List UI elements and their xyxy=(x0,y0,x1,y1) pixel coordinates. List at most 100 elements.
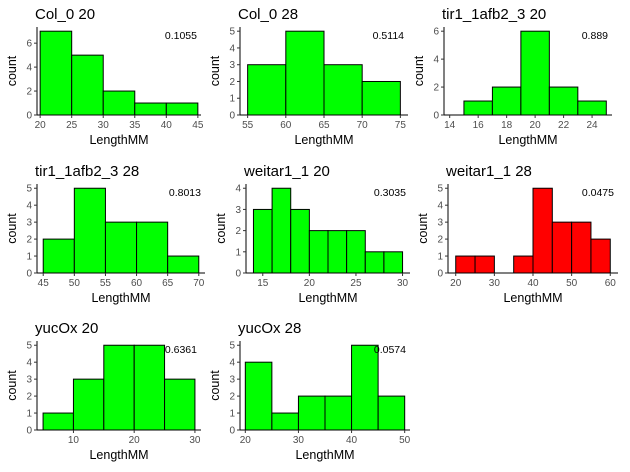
y-tick-label: 2 xyxy=(229,392,235,403)
x-tick-label: 60 xyxy=(605,278,617,289)
histogram-bar xyxy=(491,86,522,116)
histogram-bar xyxy=(133,344,166,431)
x-tick-label: 40 xyxy=(527,278,539,289)
x-tick-label: 20 xyxy=(35,120,47,131)
y-tick-label: 2 xyxy=(26,392,32,403)
y-tick-label: 0 xyxy=(26,269,32,280)
x-tick-label: 25 xyxy=(66,120,78,131)
histogram-bar xyxy=(290,208,310,274)
histogram-bar xyxy=(297,395,326,431)
x-tick-label: 10 xyxy=(68,435,80,446)
x-tick-label: 30 xyxy=(189,435,201,446)
histogram-bar xyxy=(42,238,75,274)
panel-title: tir1_1afb2_3 20 xyxy=(442,6,546,23)
panel-title: yucOx 28 xyxy=(238,320,301,337)
x-tick-label: 70 xyxy=(193,278,205,289)
x-tick-label: 20 xyxy=(450,278,462,289)
y-tick-label: 3 xyxy=(235,205,241,216)
histogram-bar xyxy=(590,238,611,274)
histogram-bar xyxy=(327,230,348,274)
y-tick-label: 2 xyxy=(26,235,32,246)
stat-annotation: 0.8013 xyxy=(169,187,201,199)
y-tick-label: 4 xyxy=(229,358,235,369)
x-tick-label: 30 xyxy=(293,435,305,446)
histogram-bar xyxy=(285,30,325,116)
x-axis-label: LengthMM xyxy=(298,291,357,305)
histogram-bar xyxy=(577,100,607,116)
stat-annotation: 0.0475 xyxy=(582,187,614,199)
y-tick-label: 1 xyxy=(26,409,32,420)
histogram-bar xyxy=(134,102,167,116)
histogram-bar xyxy=(136,221,169,274)
x-tick-label: 45 xyxy=(192,120,204,131)
y-tick-label: 1 xyxy=(235,247,241,258)
x-tick-label: 60 xyxy=(131,278,143,289)
histogram-bar xyxy=(71,54,104,116)
panel-title: tir1_1afb2_3 28 xyxy=(35,163,139,180)
x-tick-label: 55 xyxy=(100,278,112,289)
x-tick-label: 18 xyxy=(501,120,513,131)
stat-annotation: 0.5114 xyxy=(373,30,404,42)
x-tick-label: 30 xyxy=(489,278,501,289)
y-tick-label: 2 xyxy=(229,77,235,88)
histogram-bar xyxy=(551,221,573,274)
x-axis-label: LengthMM xyxy=(91,291,150,305)
y-axis-label: count xyxy=(208,370,222,401)
y-tick-label: 3 xyxy=(229,375,235,386)
y-tick-label: 0 xyxy=(433,111,439,122)
histogram-bar xyxy=(164,378,196,431)
x-tick-label: 40 xyxy=(161,120,173,131)
histogram-bar xyxy=(104,221,138,274)
panel-title: weitar1_1 28 xyxy=(445,163,532,180)
y-tick-label: 2 xyxy=(235,226,241,237)
y-tick-label: 3 xyxy=(26,218,32,229)
x-axis-label: LengthMM xyxy=(498,133,557,147)
x-tick-label: 65 xyxy=(162,278,174,289)
y-tick-label: 6 xyxy=(26,39,32,50)
histogram-bar xyxy=(520,30,550,116)
histogram-bar xyxy=(513,255,534,274)
y-tick-label: 5 xyxy=(26,184,32,195)
x-tick-label: 30 xyxy=(397,278,409,289)
y-tick-label: 4 xyxy=(229,43,235,54)
y-tick-label: 4 xyxy=(235,184,241,195)
stat-annotation: 0.3035 xyxy=(374,187,406,199)
x-axis-label: LengthMM xyxy=(294,133,353,147)
y-axis-label: count xyxy=(412,55,426,86)
histogram-bar xyxy=(271,187,292,274)
histogram-bar xyxy=(323,64,363,116)
histogram-bar xyxy=(346,230,366,274)
x-tick-label: 50 xyxy=(566,278,578,289)
histogram-bar xyxy=(351,344,379,431)
x-tick-label: 55 xyxy=(242,120,254,131)
y-tick-label: 0 xyxy=(229,426,235,437)
histogram-bar xyxy=(102,90,136,116)
x-tick-label: 20 xyxy=(129,435,141,446)
x-tick-label: 75 xyxy=(395,120,407,131)
histogram-bar xyxy=(532,187,553,274)
panel-title: Col_0 20 xyxy=(35,6,95,23)
x-tick-label: 40 xyxy=(346,435,358,446)
y-tick-label: 1 xyxy=(437,252,443,263)
y-tick-label: 5 xyxy=(229,27,235,38)
x-tick-label: 20 xyxy=(240,435,252,446)
x-axis-label: LengthMM xyxy=(89,448,148,462)
y-tick-label: 5 xyxy=(437,184,443,195)
histogram-bar xyxy=(308,230,329,274)
histogram-bar xyxy=(73,187,106,274)
x-tick-label: 45 xyxy=(38,278,50,289)
y-tick-label: 1 xyxy=(229,409,235,420)
x-tick-label: 70 xyxy=(357,120,369,131)
y-tick-label: 1 xyxy=(26,252,32,263)
histogram-bar xyxy=(324,395,353,431)
x-tick-label: 16 xyxy=(473,120,485,131)
histogram-bar xyxy=(247,64,287,116)
histogram-bar xyxy=(377,395,406,431)
y-tick-label: 4 xyxy=(437,201,443,212)
stat-annotation: 0.889 xyxy=(582,30,608,42)
y-tick-label: 0 xyxy=(26,111,32,122)
